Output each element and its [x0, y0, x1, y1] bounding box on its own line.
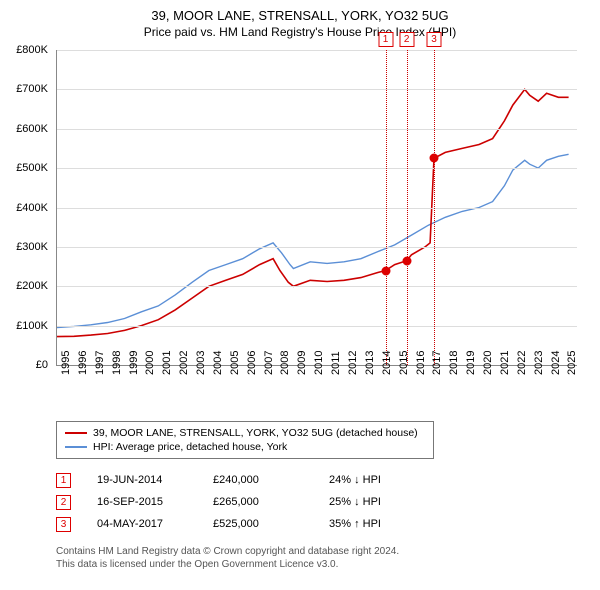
event-number: 3: [56, 517, 71, 532]
x-tick-label: 2017: [431, 351, 443, 375]
event-line: [407, 50, 408, 365]
event-number: 1: [56, 473, 71, 488]
x-tick-label: 2007: [263, 351, 275, 375]
x-tick-label: 2006: [246, 351, 258, 375]
chart-subtitle: Price paid vs. HM Land Registry's House …: [8, 25, 592, 39]
event-marker-box: 3: [427, 32, 442, 47]
footer-line2: This data is licensed under the Open Gov…: [56, 558, 592, 571]
y-tick-label: £600K: [16, 123, 48, 135]
gridline: [57, 129, 577, 130]
legend-swatch: [65, 446, 87, 448]
event-marker-box: 1: [378, 32, 393, 47]
x-tick-label: 1995: [60, 351, 72, 375]
event-price: £240,000: [213, 474, 303, 486]
gridline: [57, 247, 577, 248]
x-tick-label: 2018: [448, 351, 460, 375]
x-tick-label: 2000: [144, 351, 156, 375]
gridline: [57, 208, 577, 209]
x-tick-label: 2009: [296, 351, 308, 375]
chart-title: 39, MOOR LANE, STRENSALL, YORK, YO32 5UG: [8, 8, 592, 23]
event-delta: 24% ↓ HPI: [329, 474, 419, 486]
x-tick-label: 2014: [381, 351, 393, 375]
y-tick-label: £700K: [16, 83, 48, 95]
x-tick-label: 1999: [128, 351, 140, 375]
x-tick-label: 2023: [533, 351, 545, 375]
footer: Contains HM Land Registry data © Crown c…: [56, 545, 592, 571]
x-tick-label: 2012: [347, 351, 359, 375]
x-tick-label: 2008: [279, 351, 291, 375]
event-delta: 25% ↓ HPI: [329, 496, 419, 508]
legend-item: 39, MOOR LANE, STRENSALL, YORK, YO32 5UG…: [65, 426, 425, 440]
legend-item: HPI: Average price, detached house, York: [65, 440, 425, 454]
event-row: 1 19-JUN-2014 £240,000 24% ↓ HPI: [56, 469, 592, 491]
event-line: [434, 50, 435, 365]
gridline: [57, 50, 577, 51]
gridline: [57, 326, 577, 327]
x-tick-label: 1997: [94, 351, 106, 375]
gridline: [57, 168, 577, 169]
event-price: £525,000: [213, 518, 303, 530]
x-tick-label: 2013: [364, 351, 376, 375]
x-tick-label: 1996: [77, 351, 89, 375]
legend-label: HPI: Average price, detached house, York: [93, 441, 287, 453]
y-tick-label: £500K: [16, 162, 48, 174]
x-tick-label: 2021: [499, 351, 511, 375]
chart-area: 123 £0 £100K £200K £300K £400K £500K £600K £700…: [8, 45, 588, 415]
plot-region: 123: [56, 50, 577, 366]
legend-label: 39, MOOR LANE, STRENSALL, YORK, YO32 5UG…: [93, 427, 418, 439]
event-line: [386, 50, 387, 365]
event-point-marker: [381, 266, 390, 275]
event-price: £265,000: [213, 496, 303, 508]
legend: 39, MOOR LANE, STRENSALL, YORK, YO32 5UG…: [56, 421, 434, 459]
x-tick-label: 2003: [195, 351, 207, 375]
y-tick-label: £300K: [16, 241, 48, 253]
footer-line1: Contains HM Land Registry data © Crown c…: [56, 545, 592, 558]
x-tick-label: 1998: [111, 351, 123, 375]
event-point-marker: [402, 256, 411, 265]
events-table: 1 19-JUN-2014 £240,000 24% ↓ HPI 2 16-SEP-201…: [56, 469, 592, 535]
gridline: [57, 286, 577, 287]
x-tick-label: 2016: [415, 351, 427, 375]
gridline: [57, 89, 577, 90]
x-tick-label: 2025: [566, 351, 578, 375]
y-tick-label: £100K: [16, 320, 48, 332]
event-number: 2: [56, 495, 71, 510]
x-tick-label: 2015: [398, 351, 410, 375]
event-date: 16-SEP-2015: [97, 496, 187, 508]
event-date: 04-MAY-2017: [97, 518, 187, 530]
y-tick-label: £200K: [16, 280, 48, 292]
event-row: 2 16-SEP-2015 £265,000 25% ↓ HPI: [56, 491, 592, 513]
y-tick-label: £400K: [16, 202, 48, 214]
x-tick-label: 2002: [178, 351, 190, 375]
event-delta: 35% ↑ HPI: [329, 518, 419, 530]
x-tick-label: 2024: [550, 351, 562, 375]
event-point-marker: [430, 154, 439, 163]
y-tick-label: £0: [36, 359, 48, 371]
x-tick-label: 2020: [482, 351, 494, 375]
x-tick-label: 2001: [161, 351, 173, 375]
x-tick-label: 2004: [212, 351, 224, 375]
x-tick-label: 2005: [229, 351, 241, 375]
x-tick-label: 2019: [465, 351, 477, 375]
y-tick-label: £800K: [16, 44, 48, 56]
event-marker-box: 2: [399, 32, 414, 47]
event-date: 19-JUN-2014: [97, 474, 187, 486]
legend-swatch: [65, 432, 87, 434]
x-tick-label: 2022: [516, 351, 528, 375]
event-row: 3 04-MAY-2017 £525,000 35% ↑ HPI: [56, 513, 592, 535]
x-tick-label: 2011: [330, 351, 342, 375]
x-tick-label: 2010: [313, 351, 325, 375]
